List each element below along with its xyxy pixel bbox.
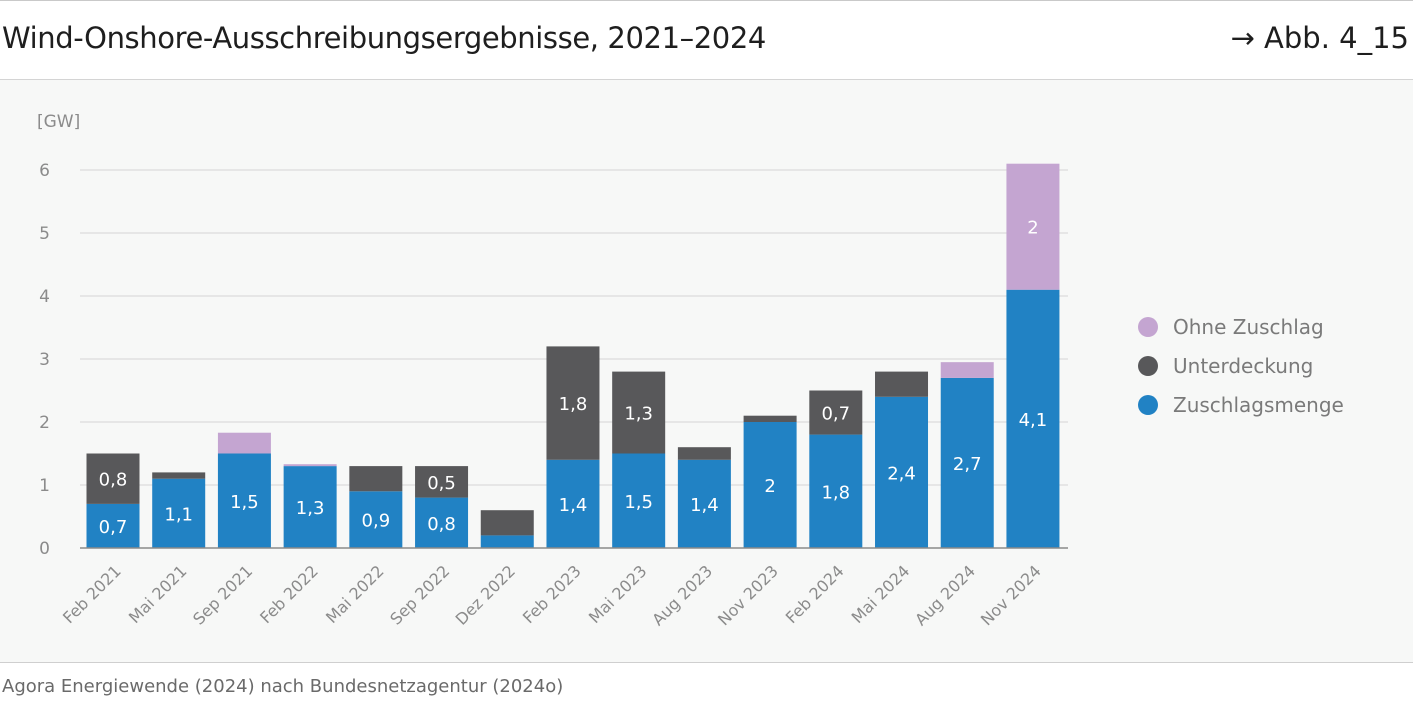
bar-zuschlagsmenge <box>940 377 994 548</box>
x-tick-label: Nov 2023 <box>714 561 782 629</box>
bar-unterdeckung <box>875 371 929 397</box>
bar-unterdeckung <box>349 466 403 492</box>
x-tick-label: Mai 2022 <box>322 561 388 627</box>
legend-swatch <box>1138 317 1158 337</box>
bar-zuschlagsmenge <box>809 434 863 548</box>
data-label: 0,8 <box>99 470 128 491</box>
bar-ohne-zuschlag <box>940 362 994 378</box>
bar-ohne-zuschlag <box>217 432 271 454</box>
x-tick-label: Mai 2024 <box>848 561 914 627</box>
bar-unterdeckung <box>677 447 731 460</box>
bar-zuschlagsmenge <box>86 503 140 548</box>
data-label: 2,7 <box>953 454 982 475</box>
data-label: 1,4 <box>690 495 719 516</box>
y-tick-label: 0 <box>39 539 50 559</box>
data-label: 0,8 <box>427 514 456 535</box>
data-label: 1,8 <box>559 394 588 415</box>
data-label: 1,3 <box>296 498 325 519</box>
bar-unterdeckung <box>86 453 140 504</box>
y-tick-label: 2 <box>39 413 50 433</box>
bar-unterdeckung <box>809 390 863 435</box>
y-tick-label: 3 <box>39 350 50 370</box>
bar-zuschlagsmenge <box>217 453 271 548</box>
bar-zuschlagsmenge <box>875 396 929 548</box>
bar-ohne-zuschlag <box>283 464 337 467</box>
y-tick-label: 4 <box>39 287 50 307</box>
data-label: 0,7 <box>99 517 128 538</box>
bar-unterdeckung <box>612 371 666 454</box>
y-tick-label: 5 <box>39 224 50 244</box>
legend-label: Ohne Zuschlag <box>1173 315 1324 339</box>
x-tick-label: Feb 2023 <box>519 561 585 627</box>
figure-header: Wind-Onshore-Ausschreibungsergebnisse, 2… <box>0 1 1413 79</box>
legend-label: Unterdeckung <box>1173 354 1313 378</box>
data-label: 2 <box>764 476 775 497</box>
bar-unterdeckung <box>546 346 600 460</box>
y-tick-label: 6 <box>39 161 50 181</box>
bar-zuschlagsmenge <box>612 453 666 548</box>
bar-unterdeckung <box>480 510 534 536</box>
data-label: 1,5 <box>624 492 653 513</box>
bar-zuschlagsmenge <box>283 466 337 548</box>
data-label: 1,1 <box>164 504 193 525</box>
x-tick-label: Mai 2023 <box>585 561 651 627</box>
bar-zuschlagsmenge <box>743 422 797 548</box>
figure-title: Wind-Onshore-Ausschreibungsergebnisse, 2… <box>2 21 766 55</box>
bar-zuschlagsmenge <box>349 491 403 548</box>
bar-zuschlagsmenge <box>415 497 469 548</box>
bar-zuschlagsmenge <box>546 459 600 548</box>
data-label: 0,9 <box>362 511 391 532</box>
x-tick-label: Nov 2024 <box>977 561 1045 629</box>
x-tick-label: Sep 2022 <box>386 561 453 628</box>
data-label: 1,8 <box>821 482 850 503</box>
bar-unterdeckung <box>415 466 469 498</box>
bar-ohne-zuschlag <box>1006 163 1060 290</box>
source-note: Agora Energiewende (2024) nach Bundesnet… <box>2 676 564 697</box>
y-tick-label: 1 <box>39 476 50 496</box>
x-tick-label: Dez 2022 <box>452 561 519 628</box>
data-label: 2,4 <box>887 463 916 484</box>
chart-panel <box>0 79 1413 663</box>
legend-swatch <box>1138 356 1158 376</box>
bar-zuschlagsmenge <box>152 478 206 548</box>
figure-reference: → Abb. 4_15 <box>1230 21 1409 55</box>
bar-zuschlagsmenge <box>677 459 731 548</box>
legend-label: Zuschlagsmenge <box>1173 393 1344 417</box>
x-tick-label: Mai 2021 <box>125 561 191 627</box>
bar-unterdeckung <box>743 415 797 422</box>
data-label: 0,5 <box>427 473 456 494</box>
bar-zuschlagsmenge <box>1006 289 1060 548</box>
bar-unterdeckung <box>152 472 206 479</box>
data-label: 1,4 <box>559 495 588 516</box>
x-tick-label: Feb 2021 <box>59 561 125 627</box>
top-rule <box>0 0 1413 1</box>
x-tick-label: Aug 2024 <box>911 561 979 629</box>
data-label: 2 <box>1027 218 1038 239</box>
x-tick-label: Feb 2022 <box>256 561 322 627</box>
y-axis-unit: [GW] <box>37 112 80 132</box>
data-label: 4,1 <box>1019 410 1048 431</box>
bar-zuschlagsmenge <box>480 535 534 548</box>
x-tick-label: Sep 2021 <box>189 561 256 628</box>
x-tick-label: Aug 2023 <box>648 561 716 629</box>
data-label: 0,7 <box>821 404 850 425</box>
data-label: 1,3 <box>624 404 653 425</box>
legend-swatch <box>1138 395 1158 415</box>
data-label: 1,5 <box>230 492 259 513</box>
x-tick-label: Feb 2024 <box>782 561 848 627</box>
